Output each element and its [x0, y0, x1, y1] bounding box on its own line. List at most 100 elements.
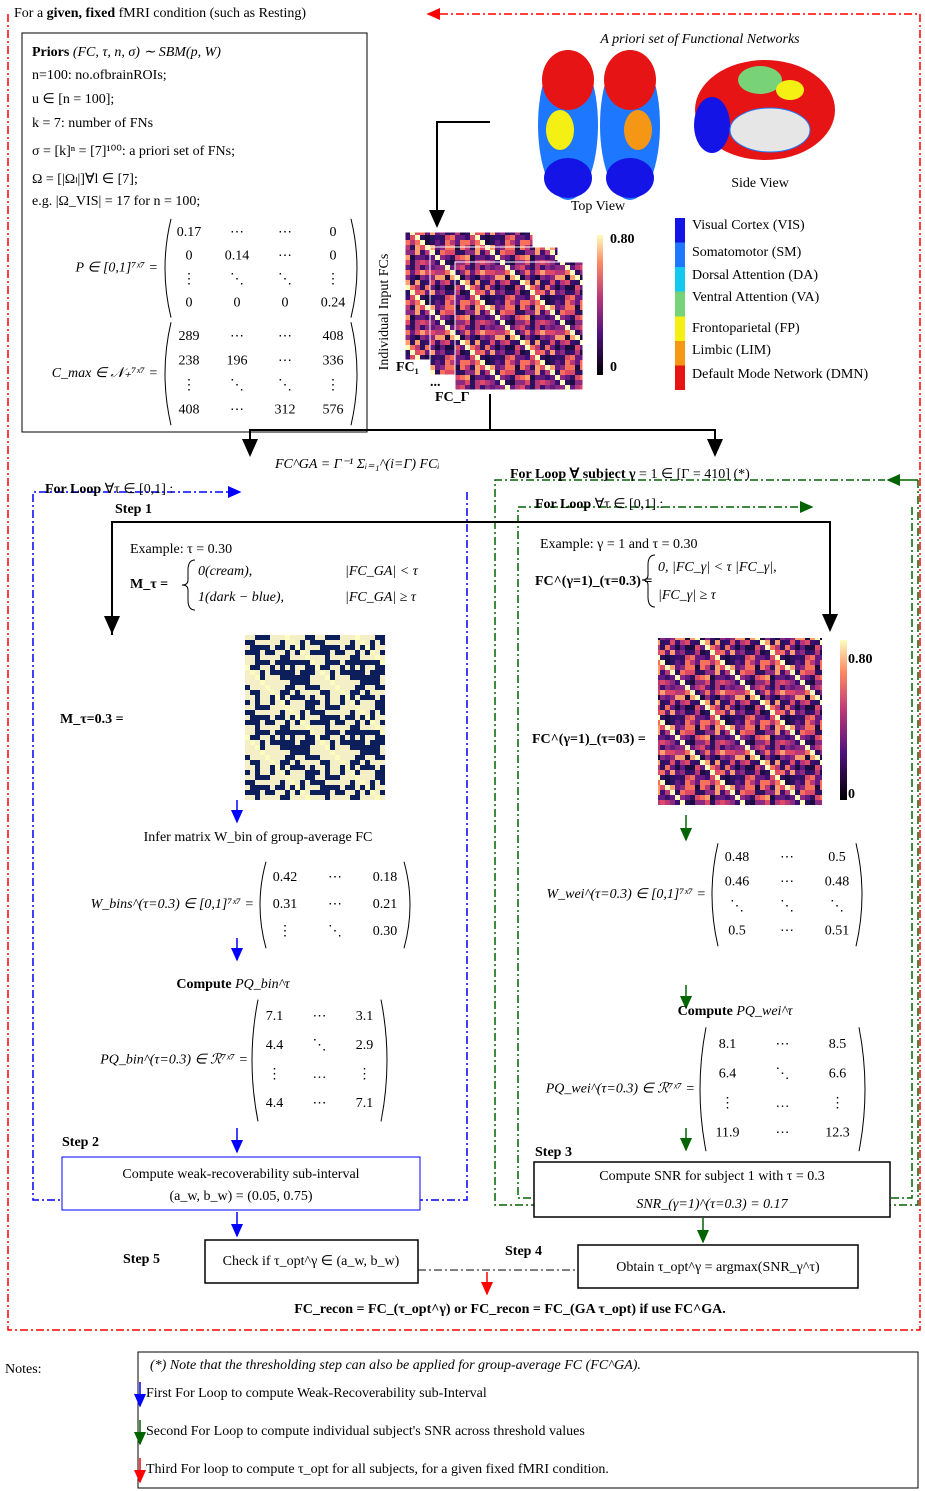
step-label: Step 1 — [115, 502, 152, 517]
matrix-cell: 0 — [186, 296, 193, 311]
matrix-cell: 0.18 — [373, 870, 398, 885]
example: Example: γ = 1 and τ = 0.30 — [540, 537, 697, 552]
matrix-cell: 0.14 — [225, 249, 250, 264]
matrix-cell: ⋯ — [780, 924, 794, 939]
matrix-cell: 289 — [179, 329, 200, 344]
brain-region — [544, 158, 592, 198]
legend-label: Default Mode Network (DMN) — [692, 367, 868, 382]
matrix-bracket — [260, 862, 266, 948]
matrix-cell: 12.3 — [825, 1126, 850, 1141]
legend-label: Ventral Attention (VA) — [692, 290, 820, 305]
step-text: Compute weak-recoverability sub-interval — [122, 1167, 359, 1182]
matrix-cell: 0.5 — [728, 924, 746, 939]
matrix-cell: 0 — [330, 225, 337, 240]
matrix-cell: 196 — [227, 354, 248, 369]
view-label: Side View — [731, 176, 790, 191]
fc-label: FC_Γ — [435, 390, 470, 405]
legend-label: Limbic (LIM) — [692, 343, 771, 358]
big-label: M_τ=0.3 = — [60, 712, 124, 727]
priors-line: e.g. |Ω_VIS| = 17 for n = 100; — [32, 194, 200, 209]
case-text: 0(cream), — [198, 564, 252, 579]
final-formula: FC_recon = FC_(τ_opt^γ) or FC_recon = FC… — [294, 1302, 726, 1317]
big-label: FC^(γ=1)_(τ=03) = — [532, 732, 646, 747]
matrix-bracket — [165, 322, 171, 425]
compute-formula: PQ_wei^τ — [735, 1004, 793, 1019]
networks-title: A priori set of Functional Networks — [599, 32, 800, 47]
matrix-cell: ⋮ — [182, 272, 196, 287]
header-text: For a — [14, 6, 47, 21]
loop-bold: For Loop ∀ subject γ — [510, 467, 636, 482]
matrix-cell: ⋮ — [358, 1067, 372, 1082]
network-colorbar — [675, 218, 685, 390]
matrix-bracket — [381, 1000, 387, 1122]
legend-label: Frontoparietal (FP) — [692, 321, 800, 336]
matrix-cell: 312 — [275, 403, 296, 418]
matrix-cell: ⋯ — [776, 1126, 790, 1141]
colorbar-label: 0 — [848, 787, 855, 802]
matrix-label: W_wei^(τ=0.3) ∈ [0,1]⁷ˣ⁷ = — [546, 887, 706, 902]
step-text: Check if τ_opt^γ ∈ (a_w, b_w) — [223, 1254, 400, 1269]
loop-bold: For Loop — [45, 482, 101, 497]
matrix-cell: ⋯ — [278, 225, 292, 240]
priors-line: n=100: no.ofbrainROIs; — [32, 68, 167, 83]
loop-text: ∀τ ∈ [0,1] : — [105, 482, 174, 497]
matrix-cell: ⋯ — [328, 897, 342, 912]
matrix-cell: ⋯ — [780, 875, 794, 890]
note-star: (*) Note that the thresholding step can … — [150, 1358, 641, 1373]
loop-text: = 1 ∈ [Γ = 410] (*) — [639, 467, 750, 482]
colorbar-label: 0.80 — [610, 232, 635, 247]
axis-label: Individual Input FCs — [377, 254, 392, 371]
matrix-cell: 11.9 — [716, 1126, 740, 1141]
loop-bold: For Loop — [535, 497, 591, 512]
matrix-cell: 0.5 — [828, 850, 846, 865]
fc-colorbar — [597, 235, 603, 375]
matrix-bracket — [404, 862, 410, 948]
priors-line: σ = [k]ⁿ = [7]¹⁰⁰: a priori set of FNs; — [32, 144, 235, 159]
matrix-bracket — [165, 219, 171, 318]
matrix-bracket — [859, 1027, 865, 1151]
matrix-cell: ⋮ — [278, 924, 292, 939]
matrix-cell: … — [776, 1096, 790, 1111]
matrix-cell: ⋯ — [230, 329, 244, 344]
header-bold: given, fixed — [47, 6, 116, 21]
matrix-cell: … — [313, 1067, 327, 1082]
case-text: |FC_GA| ≥ τ — [345, 590, 417, 605]
matrix-cell: ⋯ — [230, 403, 244, 418]
legend-label: Dorsal Attention (DA) — [692, 268, 818, 283]
step-text: Compute SNR for subject 1 with τ = 0.3 — [599, 1169, 824, 1184]
brain-region — [604, 50, 656, 110]
compute-label: Compute PQ_bin^τ — [176, 977, 290, 992]
matrix-cell: 7.1 — [356, 1096, 374, 1111]
group-average: FC^GA = Γ⁻¹ Σᵢ₌₁^(i=Γ) FCᵢ — [274, 457, 440, 472]
step-label: Step 3 — [535, 1145, 572, 1160]
matrix-cell: 0 — [282, 296, 289, 311]
matrix-cell: ⋮ — [326, 378, 340, 393]
matrix-cell: ⋯ — [328, 870, 342, 885]
brain-top-view — [538, 50, 660, 200]
note-text: Third For loop to compute τ_opt for all … — [146, 1462, 609, 1477]
case-text: 1(dark − blue), — [198, 590, 284, 605]
matrix-cell: 0.31 — [273, 897, 298, 912]
fc-def: FC^(γ=1)_(τ=0.3) = — [535, 574, 652, 589]
view-label: Top View — [571, 199, 626, 214]
brain-region — [776, 80, 804, 100]
matrix-cell: ⋱ — [780, 899, 794, 914]
matrix-cell: ⋯ — [230, 225, 244, 240]
matrix-cell: ⋯ — [780, 850, 794, 865]
fc-matrix — [455, 262, 583, 390]
brain-region — [606, 158, 654, 198]
fc-label: FC₁ — [396, 360, 419, 375]
brace — [182, 560, 195, 610]
matrix-cell: 0.42 — [273, 870, 298, 885]
matrix-cell: ⋱ — [313, 1038, 327, 1053]
matrix-bracket — [712, 843, 718, 946]
matrix-cell: ⋱ — [328, 924, 342, 939]
matrix-cell: ⋯ — [313, 1009, 327, 1024]
matrix-cell: ⋯ — [776, 1037, 790, 1052]
fc-matrix — [658, 638, 822, 805]
matrix-bracket — [351, 219, 357, 318]
matrix-label: W_bins^(τ=0.3) ∈ [0,1]⁷ˣ⁷ = — [91, 897, 254, 912]
note-text: Second For Loop to compute individual su… — [146, 1424, 585, 1439]
priors-formula: (FC, τ, n, σ) ∼ SBM(p, W) — [73, 45, 221, 60]
matrix-bracket — [700, 1027, 706, 1151]
